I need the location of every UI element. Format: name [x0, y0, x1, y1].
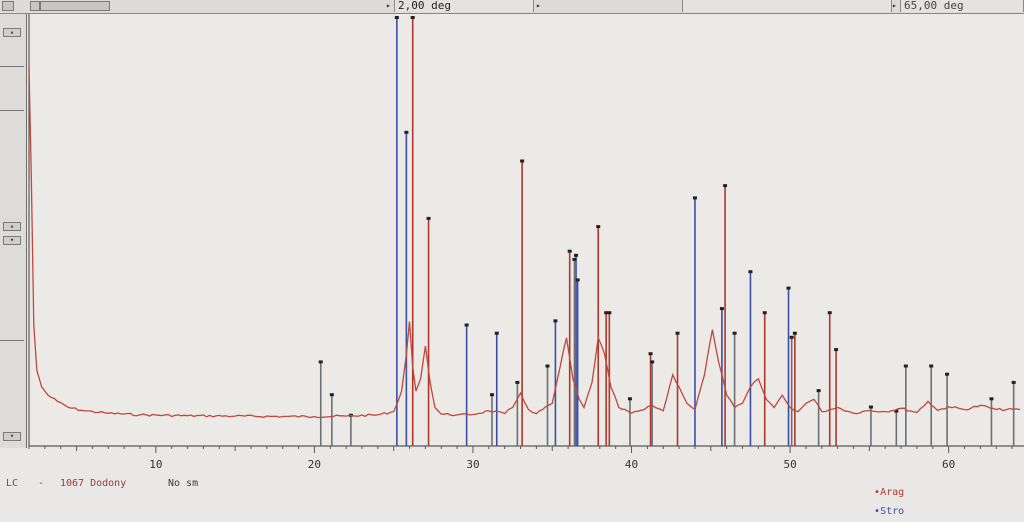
scale-up-button[interactable]: ▴ [3, 28, 21, 37]
legend-item-stro: •Stro [862, 495, 904, 517]
reference-pattern-lines [318, 16, 1016, 446]
toolbar-slider-thumb[interactable] [40, 1, 110, 11]
reference-marker [494, 331, 499, 335]
footer-separator: - [38, 478, 45, 489]
top-toolbar: ▸ 2,00 deg ▸ ▸ 65,00 deg [0, 0, 1024, 14]
start-arrow-icon: ▸ [386, 1, 391, 10]
reference-marker [648, 352, 653, 356]
reference-marker [1011, 380, 1016, 384]
reference-marker [596, 225, 601, 229]
sample-name: 1067 Dodony [60, 478, 127, 489]
reference-marker [545, 364, 550, 368]
reference-marker [675, 331, 680, 335]
reference-marker [426, 216, 431, 220]
reference-marker [723, 184, 728, 188]
reference-marker [868, 405, 873, 409]
x-tick-label: 40 [625, 458, 638, 471]
reference-marker [894, 409, 899, 413]
x-tick-label: 60 [942, 458, 955, 471]
reference-marker [515, 380, 520, 384]
x-tick-labels: 10 20 30 40 50 60 [149, 458, 955, 471]
scale-tick [0, 110, 24, 111]
scale-down-button[interactable]: ▾ [3, 432, 21, 441]
scale-marker-button[interactable]: ▴ [3, 222, 21, 231]
reference-marker [929, 364, 934, 368]
reference-marker [410, 16, 415, 19]
x-tick-label: 50 [783, 458, 796, 471]
reference-marker [945, 372, 950, 376]
reference-marker [827, 311, 832, 315]
start-angle-field[interactable]: 2,00 deg [394, 0, 534, 12]
reference-marker [574, 253, 579, 257]
reference-marker [692, 196, 697, 200]
legend-marker-icon: • [874, 506, 881, 517]
legend-label-arag: Arag [880, 487, 905, 498]
reference-marker [567, 249, 572, 253]
reference-marker [394, 16, 399, 19]
reference-marker [572, 257, 577, 261]
reference-marker [989, 397, 994, 401]
reference-marker [789, 335, 794, 339]
reference-marker [762, 311, 767, 315]
reference-marker [903, 364, 908, 368]
x-minor-ticks [28, 446, 1013, 453]
smoothing-label: No sm [168, 478, 199, 489]
toolbar-arrow-button[interactable] [30, 1, 40, 11]
legend-item-arag: •Arag [862, 476, 904, 498]
reference-marker [748, 270, 753, 274]
plot-area [29, 14, 1024, 446]
x-tick-label: 30 [466, 458, 479, 471]
diffraction-curve [28, 67, 1021, 419]
reference-marker [404, 130, 409, 134]
reference-marker [627, 397, 632, 401]
reference-marker [650, 360, 655, 364]
scale-tick [0, 340, 24, 341]
reference-marker [489, 393, 494, 397]
reference-marker [719, 307, 724, 311]
reference-marker [553, 319, 558, 323]
reference-marker [786, 286, 791, 290]
reference-marker [464, 323, 469, 327]
x-tick-label: 10 [149, 458, 162, 471]
reference-marker [604, 311, 609, 315]
reference-marker [329, 393, 334, 397]
x-tick-label: 20 [308, 458, 321, 471]
reference-marker [318, 360, 323, 364]
footer-prefix: LC [6, 478, 19, 489]
end-arrow-icon: ▸ [892, 1, 897, 10]
reference-marker [607, 311, 612, 315]
scale-tick [0, 66, 24, 67]
toolbar-button[interactable] [2, 1, 14, 11]
reference-marker [575, 278, 580, 282]
mid-arrow-icon: ▸ [536, 1, 541, 10]
left-intensity-scale: ▴ ▴ ▾ ▾ [0, 14, 27, 448]
legend-marker-icon: • [874, 487, 881, 498]
reference-marker [816, 389, 821, 393]
scale-marker-button[interactable]: ▾ [3, 236, 21, 245]
reference-marker [520, 159, 525, 163]
legend-label-stro: Stro [880, 506, 905, 517]
reference-marker [792, 331, 797, 335]
reference-marker [834, 348, 839, 352]
range-field[interactable] [682, 0, 892, 12]
reference-marker [732, 331, 737, 335]
